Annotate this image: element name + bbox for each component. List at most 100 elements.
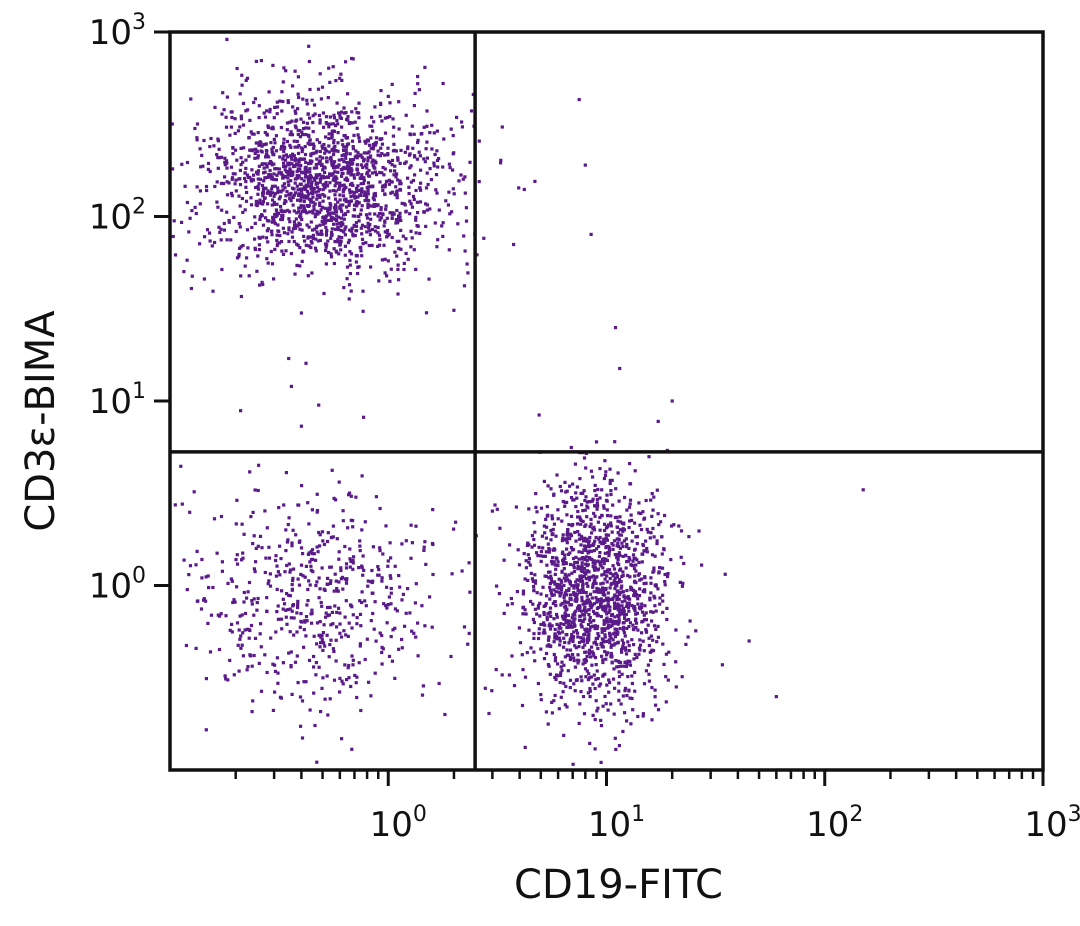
data-point — [359, 212, 363, 216]
data-point — [378, 631, 382, 635]
data-point — [600, 514, 604, 518]
data-point — [611, 619, 615, 623]
data-point — [449, 127, 453, 131]
data-point — [361, 165, 365, 170]
data-point — [364, 151, 368, 155]
data-point — [447, 162, 451, 166]
data-point — [281, 157, 285, 161]
data-point — [339, 207, 343, 211]
data-point — [290, 544, 294, 548]
data-point — [280, 249, 284, 253]
data-point — [610, 478, 614, 482]
data-point — [601, 645, 605, 649]
data-point — [568, 655, 573, 660]
data-point — [603, 650, 607, 654]
data-point — [321, 146, 325, 150]
data-point — [575, 606, 580, 610]
data-point — [567, 619, 572, 623]
data-point — [312, 552, 316, 556]
data-point — [414, 524, 418, 528]
data-point — [314, 162, 318, 167]
data-point — [379, 208, 383, 212]
data-point — [332, 222, 336, 226]
data-point — [367, 226, 371, 230]
data-point — [264, 155, 268, 159]
data-point — [616, 602, 620, 606]
data-point — [394, 149, 398, 153]
data-point — [629, 563, 633, 567]
data-point — [639, 577, 644, 581]
data-point — [585, 544, 589, 549]
data-point — [240, 83, 244, 87]
data-point — [273, 663, 277, 667]
data-point — [626, 595, 630, 599]
data-point — [483, 686, 487, 690]
data-point — [279, 557, 283, 561]
data-point — [328, 189, 332, 193]
data-point — [329, 173, 333, 177]
data-point — [240, 73, 244, 77]
data-point — [576, 583, 580, 587]
data-point — [277, 197, 281, 201]
data-point — [535, 551, 539, 555]
data-point — [614, 747, 618, 751]
data-point — [502, 611, 506, 615]
data-point — [221, 91, 225, 95]
data-point — [418, 231, 422, 235]
data-point — [265, 229, 269, 233]
data-point — [249, 203, 254, 207]
data-point — [593, 483, 597, 487]
data-point — [219, 227, 223, 231]
data-point — [330, 610, 334, 614]
data-point — [366, 199, 370, 203]
data-point — [460, 569, 464, 573]
data-point — [385, 179, 389, 184]
data-point — [499, 158, 503, 162]
data-point — [631, 559, 635, 563]
data-point — [609, 619, 613, 623]
data-point — [384, 207, 388, 211]
data-point — [321, 183, 325, 187]
data-point — [283, 165, 287, 169]
data-point — [557, 707, 561, 711]
data-point — [361, 573, 365, 577]
data-point — [398, 182, 402, 186]
data-point — [180, 502, 184, 506]
data-point — [297, 583, 302, 587]
data-point — [575, 560, 579, 565]
data-point — [566, 552, 570, 556]
data-point — [263, 143, 267, 147]
data-point — [320, 85, 325, 89]
data-point — [615, 544, 619, 548]
data-point — [534, 505, 538, 509]
data-point — [583, 660, 587, 665]
data-point — [341, 587, 345, 591]
data-point — [574, 629, 578, 633]
data-point — [343, 134, 347, 138]
data-point — [392, 142, 396, 146]
data-point — [342, 160, 346, 164]
data-point — [287, 228, 291, 232]
data-point — [305, 211, 309, 215]
data-point — [641, 543, 645, 548]
data-point — [557, 624, 561, 628]
data-point — [517, 626, 521, 630]
data-point — [216, 139, 220, 143]
data-point — [572, 682, 576, 686]
data-point — [283, 168, 287, 172]
data-point — [641, 552, 645, 556]
data-point — [380, 119, 384, 123]
data-point — [418, 200, 423, 204]
data-point — [547, 624, 551, 628]
data-point — [307, 126, 311, 130]
data-point — [659, 520, 663, 524]
data-point — [342, 145, 346, 149]
data-point — [262, 179, 266, 183]
data-point — [281, 184, 285, 188]
data-point — [325, 605, 330, 610]
data-point — [578, 477, 582, 481]
data-point — [594, 663, 598, 667]
data-point — [309, 200, 313, 204]
data-point — [443, 712, 447, 717]
data-point — [586, 622, 591, 627]
